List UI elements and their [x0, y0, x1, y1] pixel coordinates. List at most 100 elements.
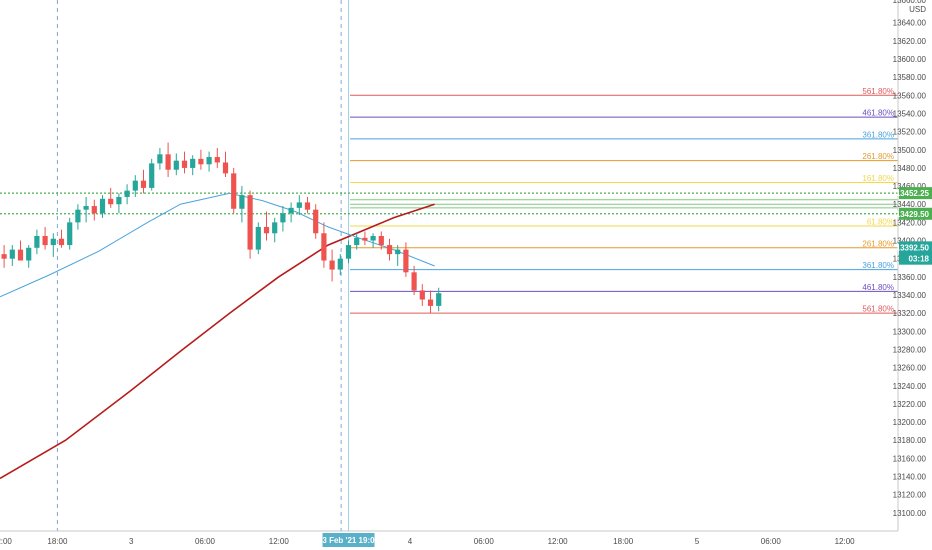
price-tags: 13452.25 13429.50 13392.50 03:18	[896, 187, 932, 265]
candle-body	[411, 272, 417, 291]
candle	[436, 287, 442, 312]
time-tick-label: 12:00	[548, 537, 569, 546]
price-tag	[899, 187, 932, 200]
time-axis[interactable]: 2:00 18:00 3 06:00 12:00 4 06:00 12:00 18:00 5 06:…	[0, 530, 898, 547]
candle-body	[321, 233, 327, 261]
price-tick-label: 13580.00	[893, 73, 927, 82]
candle	[345, 240, 352, 264]
price-tick-label: 13420.00	[893, 218, 927, 227]
candle	[386, 238, 393, 261]
crosshair-time-label: 03 Feb '21 19:00	[318, 536, 380, 545]
candle	[370, 233, 376, 248]
candle-body	[140, 180, 147, 188]
price-tick-label: 13140.00	[893, 473, 927, 482]
candle-body	[247, 195, 253, 250]
time-tick-label: 18:00	[613, 537, 634, 546]
candle-body	[165, 154, 171, 170]
candle-body	[83, 206, 89, 210]
candle-body	[395, 249, 401, 255]
candle-body	[67, 222, 73, 246]
candle-body	[386, 245, 393, 255]
candle	[427, 290, 434, 314]
fib-level-label: 161.80%	[862, 174, 894, 183]
price-tag	[899, 252, 932, 265]
candle	[17, 240, 24, 261]
time-tick-label: 06:00	[761, 537, 782, 546]
candle-body	[108, 198, 114, 205]
candle	[149, 158, 155, 191]
candle-body	[427, 299, 434, 306]
candle	[157, 147, 163, 170]
candle	[329, 249, 335, 282]
price-tick-label: 13500.00	[893, 146, 927, 155]
candle-body	[198, 158, 204, 165]
price-tick-label: 13160.00	[893, 454, 927, 463]
price-tick-label: 13220.00	[893, 400, 927, 409]
price-tick-label: 13260.00	[893, 364, 927, 373]
candle-body	[272, 222, 278, 234]
price-tick-label: 13340.00	[893, 291, 927, 300]
candle-body	[42, 236, 48, 246]
candle	[198, 149, 204, 170]
candle	[288, 202, 294, 223]
time-tick-label: 06:00	[474, 537, 495, 546]
price-tick-label: 13300.00	[893, 327, 927, 336]
candle	[272, 217, 278, 243]
currency-label: USD	[909, 5, 926, 14]
candle-body	[116, 196, 122, 205]
price-tag	[899, 241, 932, 254]
candle-body	[222, 162, 229, 174]
candle	[362, 231, 368, 246]
candle	[58, 229, 65, 248]
price-tick-label: 13520.00	[893, 128, 927, 137]
fib-levels: 561.80% 461.80% 361.80% 261.80% 161.80% 61.80…	[350, 87, 898, 314]
candle	[239, 186, 245, 223]
candle-body	[173, 160, 179, 170]
candle-body	[313, 209, 319, 234]
candle	[50, 233, 56, 257]
candle	[108, 187, 114, 208]
candle-body	[190, 158, 196, 168]
price-tick-label: 13540.00	[893, 109, 927, 118]
candle	[34, 229, 40, 255]
candles	[1, 142, 442, 314]
candle-body	[26, 247, 32, 261]
fib-level-label: 361.80%	[862, 130, 894, 139]
candle-body	[263, 226, 270, 234]
candle	[255, 222, 261, 255]
candle	[378, 231, 384, 250]
price-tick-label: 13100.00	[893, 509, 927, 518]
time-tick-label: 4	[408, 537, 413, 546]
candle	[231, 167, 237, 214]
candle	[419, 284, 425, 306]
time-tick-label: 12:00	[835, 537, 856, 546]
candle-body	[75, 209, 81, 223]
candle	[9, 245, 15, 266]
price-tick-label: 13440.00	[893, 200, 927, 209]
price-tag-label: 13452.25	[896, 189, 930, 198]
price-tick-label: 13320.00	[893, 309, 927, 318]
candle-body	[9, 249, 15, 259]
candle	[173, 153, 179, 176]
candle-body	[132, 180, 138, 191]
candle	[321, 222, 327, 268]
candle	[99, 195, 106, 218]
candle-body	[157, 154, 163, 164]
candle-body	[99, 198, 106, 214]
candle	[247, 190, 253, 259]
candle-body	[206, 157, 212, 165]
price-tick-label: 13660.00	[893, 0, 927, 5]
candle-body	[378, 236, 384, 246]
candle	[26, 245, 32, 268]
fib-level-label: 561.80%	[862, 305, 894, 314]
candle-body	[280, 213, 286, 223]
candle	[91, 199, 97, 221]
price-tick-label: 13460.00	[893, 182, 927, 191]
fib-level-label: 461.80%	[862, 283, 894, 292]
fib-level-label: 461.80%	[862, 109, 894, 118]
price-tick-label: 13640.00	[893, 19, 927, 28]
